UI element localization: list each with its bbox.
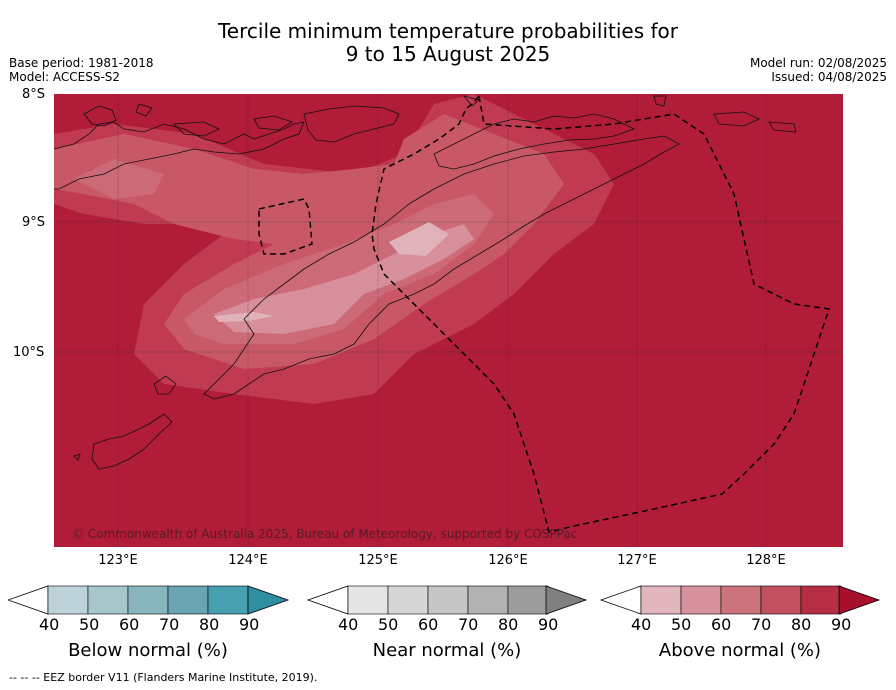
colorbar-near-tick: 40 bbox=[338, 615, 359, 634]
colorbar-below-title: Below normal (%) bbox=[68, 640, 228, 661]
lon-label-124e: 124°E bbox=[228, 553, 268, 568]
colorbar-near-title: Near normal (%) bbox=[372, 640, 522, 661]
colorbar-below-segment bbox=[207, 585, 249, 615]
base-period: Base period: 1981-2018 bbox=[9, 56, 154, 70]
colorbar-near-low-arrow bbox=[306, 585, 349, 615]
colorbar-near-segment bbox=[347, 585, 389, 615]
colorbar-below-segment bbox=[127, 585, 169, 615]
colorbar-above-tick: 60 bbox=[711, 615, 732, 634]
model-run: Model run: 02/08/2025 bbox=[749, 56, 887, 70]
colorbar-above-tick: 40 bbox=[631, 615, 652, 634]
colorbar-below-segment bbox=[87, 585, 129, 615]
model-name: Model: ACCESS-S2 bbox=[9, 70, 121, 84]
lon-label-127e: 127°E bbox=[617, 553, 657, 568]
colorbar-near-tick: 80 bbox=[498, 615, 519, 634]
colorbar-below-tick: 70 bbox=[159, 615, 180, 634]
colorbar-near-segment bbox=[507, 585, 549, 615]
colorbar-below-tick: 60 bbox=[119, 615, 140, 634]
lon-label-125e: 125°E bbox=[358, 553, 398, 568]
colorbar-above-tick: 70 bbox=[751, 615, 772, 634]
colorbar-above-segment bbox=[800, 585, 842, 615]
colorbar-above-tick: 50 bbox=[671, 615, 692, 634]
colorbar-below-segment bbox=[47, 585, 89, 615]
colorbar-near-tick: 70 bbox=[458, 615, 479, 634]
colorbar-below-segment bbox=[167, 585, 209, 615]
colorbar-above-segment bbox=[680, 585, 722, 615]
colorbar-below-high-arrow bbox=[247, 585, 290, 615]
colorbar-above-segment bbox=[760, 585, 802, 615]
colorbar-near-segment bbox=[467, 585, 509, 615]
colorbar-above-tick: 80 bbox=[791, 615, 812, 634]
title-line-2: 9 to 15 August 2025 bbox=[345, 42, 551, 66]
issued-date: Issued: 04/08/2025 bbox=[771, 70, 887, 84]
colorbar-near-high-arrow bbox=[545, 585, 588, 615]
contour-70 bbox=[54, 114, 564, 369]
colorbar-near-tick: 50 bbox=[378, 615, 399, 634]
colorbar-near-tick: 60 bbox=[418, 615, 439, 634]
title-line-1: Tercile minimum temperature probabilitie… bbox=[217, 19, 679, 43]
colorbar-near-tick: 90 bbox=[538, 615, 559, 634]
colorbar-above-title: Above normal (%) bbox=[658, 640, 822, 661]
lat-label-10s: 10°S bbox=[13, 345, 45, 360]
eez-footnote: -- -- -- EEZ border V11 (Flanders Marine… bbox=[9, 671, 318, 684]
meta-right: Model run: 02/08/2025 Issued: 04/08/2025 bbox=[750, 56, 887, 84]
colorbar-near bbox=[306, 585, 588, 615]
lon-label-126e: 126°E bbox=[488, 553, 528, 568]
coastlines bbox=[54, 95, 797, 470]
colorbar-below-tick: 80 bbox=[199, 615, 220, 634]
colorbar-below-tick: 90 bbox=[239, 615, 260, 634]
colorbar-below-tick: 50 bbox=[79, 615, 100, 634]
colorbar-near-segment bbox=[387, 585, 429, 615]
probability-map: © Commonwealth of Australia 2025, Bureau… bbox=[54, 94, 843, 547]
lon-label-128e: 128°E bbox=[746, 553, 786, 568]
contour-40 bbox=[214, 222, 449, 322]
colorbar-below-low-arrow bbox=[8, 585, 49, 615]
meta-left: Base period: 1981-2018 Model: ACCESS-S2 bbox=[9, 56, 154, 84]
eez-border bbox=[258, 94, 830, 533]
lat-label-9s: 9°S bbox=[22, 215, 46, 230]
gridlines bbox=[54, 94, 843, 547]
lon-label-123e: 123°E bbox=[98, 553, 138, 568]
copyright-credit: © Commonwealth of Australia 2025, Bureau… bbox=[72, 527, 577, 541]
colorbar-above-segment bbox=[640, 585, 682, 615]
colorbar-legends bbox=[8, 585, 881, 615]
colorbar-near-segment bbox=[427, 585, 469, 615]
colorbar-below bbox=[8, 585, 290, 615]
colorbar-above-segment bbox=[720, 585, 762, 615]
colorbar-above-tick: 90 bbox=[831, 615, 852, 634]
lat-label-8s: 8°S bbox=[22, 87, 46, 102]
colorbar-above-low-arrow bbox=[599, 585, 642, 615]
map-title: Tercile minimum temperature probabilitie… bbox=[0, 20, 896, 66]
colorbar-above-high-arrow bbox=[838, 585, 881, 615]
colorbar-below-tick: 40 bbox=[39, 615, 60, 634]
colorbar-above bbox=[599, 585, 881, 615]
